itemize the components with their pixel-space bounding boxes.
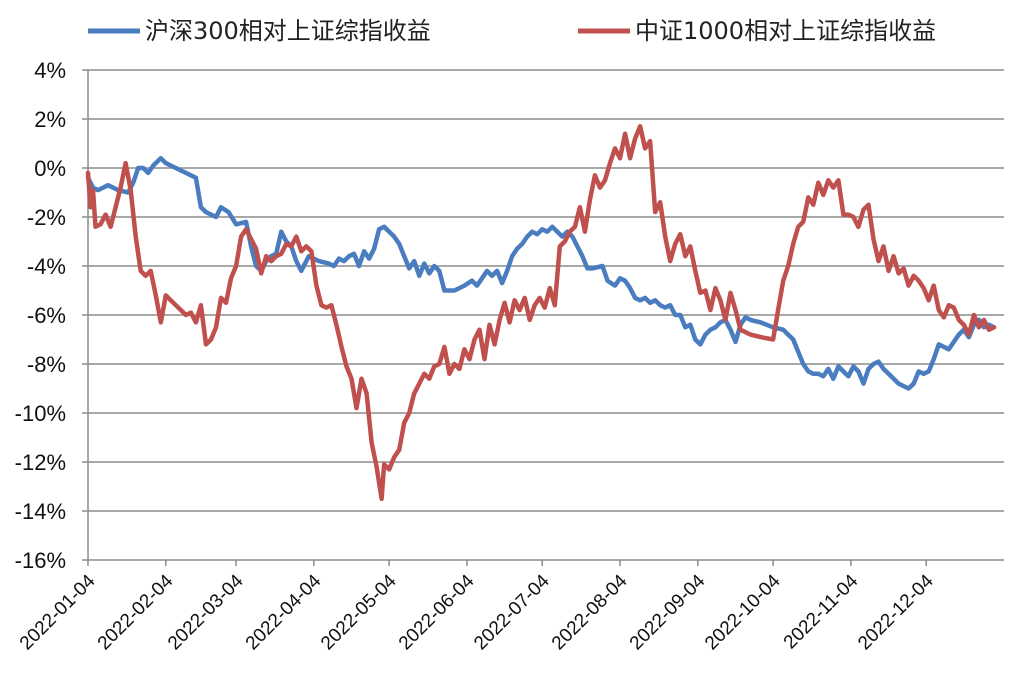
x-axis-ticks: 2022-01-042022-02-042022-03-042022-04-04…	[16, 560, 938, 654]
y-tick-label: 4%	[34, 58, 66, 83]
legend-label-csi1000: 中证1000相对上证综指收益	[635, 17, 936, 45]
series-lines	[85, 124, 997, 502]
y-tick-label: -8%	[27, 352, 66, 377]
x-tick-label: 2022-03-04	[164, 570, 248, 654]
x-tick-label: 2022-09-04	[626, 570, 710, 654]
x-tick-label: 2022-08-04	[548, 570, 632, 654]
series-line-csi1000	[85, 124, 997, 502]
x-tick-label: 2022-06-04	[395, 570, 479, 654]
x-tick-label: 2022-12-04	[854, 570, 938, 654]
x-tick-label: 2022-07-04	[470, 570, 554, 654]
x-tick-label: 2022-05-04	[317, 570, 401, 654]
y-tick-label: 0%	[34, 156, 66, 181]
y-tick-label: -14%	[15, 499, 66, 524]
gridlines	[88, 69, 1004, 512]
x-tick-label: 2022-01-04	[16, 570, 100, 654]
y-axis-ticks: 4% 2% 0% -2% -4% -6% -8% -10% -12% -14% -16%	[15, 58, 88, 573]
x-tick-label: 2022-11-04	[780, 570, 863, 653]
y-tick-label: -12%	[15, 450, 66, 475]
y-tick-label: -2%	[27, 205, 66, 230]
x-tick-label: 2022-04-04	[242, 570, 326, 654]
y-tick-label: -16%	[15, 548, 66, 573]
x-tick-label: 2022-10-04	[701, 570, 785, 654]
legend: 沪深300相对上证综指收益 中证1000相对上证综指收益	[88, 17, 936, 45]
legend-label-hs300: 沪深300相对上证综指收益	[145, 17, 431, 45]
series-line-hs300	[85, 155, 997, 391]
y-tick-label: -6%	[27, 303, 66, 328]
y-tick-label: -4%	[27, 254, 66, 279]
y-tick-label: 2%	[34, 107, 66, 132]
y-tick-label: -10%	[15, 401, 66, 426]
axes	[87, 70, 1004, 561]
